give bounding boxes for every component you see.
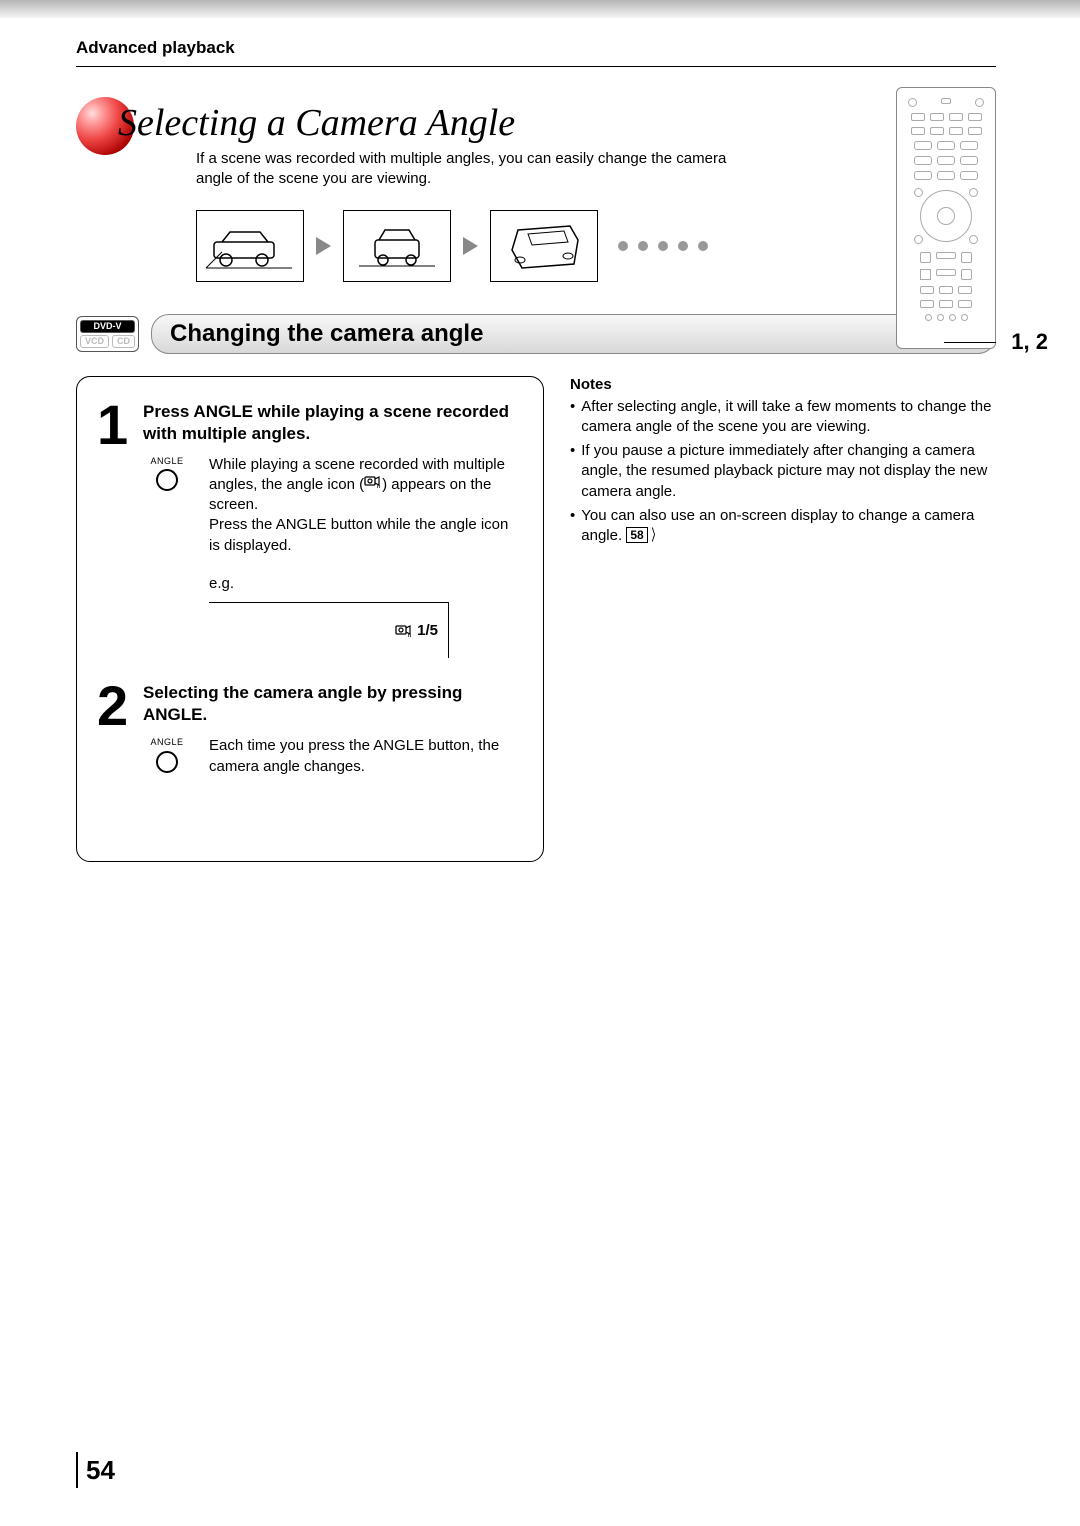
remote-callout-label: 1, 2 — [1011, 329, 1048, 355]
notes-column: Notes After selecting angle, it will tak… — [570, 376, 996, 862]
angle-osd-icon: n — [364, 475, 382, 489]
angle-osd-icon: n — [395, 624, 413, 638]
manual-page: Advanced playback Selecting a Camera Ang… — [0, 0, 1080, 1526]
car-front-icon — [351, 220, 443, 272]
page-number: 54 — [76, 1452, 115, 1488]
content-area: Selecting a Camera Angle If a scene was … — [0, 67, 1080, 862]
button-circle-icon — [156, 469, 178, 491]
note-text: If you pause a picture immediately after… — [581, 441, 996, 502]
chevron-right-icon: 〉 — [651, 526, 659, 546]
step-heading: Press ANGLE while playing a scene record… — [143, 401, 523, 445]
note-item: If you pause a picture immediately after… — [570, 441, 996, 502]
button-circle-icon — [156, 751, 178, 773]
subsection-header: DVD-V VCD CD Changing the camera angle — [76, 314, 996, 354]
top-gradient-bar — [0, 0, 1080, 18]
page-title: Selecting a Camera Angle — [118, 101, 736, 145]
angle-button-label: ANGLE — [143, 455, 191, 467]
badge-vcd: VCD — [80, 335, 109, 348]
badge-cd: CD — [112, 335, 135, 348]
step-text-part3: Press the ANGLE button while the angle i… — [209, 515, 523, 556]
dot-icon — [658, 241, 668, 251]
example-value: 1/5 — [417, 621, 438, 641]
dot-icon — [678, 241, 688, 251]
notes-heading: Notes — [570, 376, 996, 393]
svg-text:n: n — [408, 633, 411, 638]
section-label: Advanced playback — [76, 18, 996, 67]
example-osd: n 1/5 — [209, 602, 449, 658]
car-angle-2 — [343, 210, 451, 282]
remote-callout-line — [944, 342, 996, 343]
note-item: You can also use an on-screen display to… — [570, 506, 996, 547]
remote-control-icon — [896, 87, 996, 349]
subsection-title: Changing the camera angle — [151, 314, 996, 354]
dot-icon — [618, 241, 628, 251]
step-2: 2 Selecting the camera angle by pressing… — [97, 682, 523, 777]
car-angle-3 — [490, 210, 598, 282]
badge-dvdv: DVD-V — [80, 320, 135, 333]
angle-button-label: ANGLE — [143, 736, 191, 748]
arrow-icon — [463, 237, 478, 255]
instructions-columns: 1 Press ANGLE while playing a scene reco… — [76, 376, 996, 862]
step-1: 1 Press ANGLE while playing a scene reco… — [97, 401, 523, 659]
notes-list: After selecting angle, it will take a fe… — [570, 397, 996, 547]
steps-box: 1 Press ANGLE while playing a scene reco… — [76, 376, 544, 862]
angle-button-icon: ANGLE — [143, 455, 191, 659]
step-number: 1 — [97, 401, 133, 659]
car-angle-illustrations — [196, 210, 736, 282]
continuation-dots — [618, 241, 708, 251]
intro-text: If a scene was recorded with multiple an… — [196, 149, 736, 190]
note-text: After selecting angle, it will take a fe… — [581, 397, 996, 438]
angle-button-icon: ANGLE — [143, 736, 191, 777]
step-text: While playing a scene recorded with mult… — [209, 455, 523, 659]
step-heading: Selecting the camera angle by pressing A… — [143, 682, 523, 726]
title-row: Selecting a Camera Angle If a scene was … — [76, 87, 996, 282]
dot-icon — [638, 241, 648, 251]
media-type-badges: DVD-V VCD CD — [76, 316, 139, 352]
car-angle-1 — [196, 210, 304, 282]
note-item: After selecting angle, it will take a fe… — [570, 397, 996, 438]
page-reference: 58 — [626, 527, 647, 543]
arrow-icon — [316, 237, 331, 255]
dot-icon — [698, 241, 708, 251]
step-number: 2 — [97, 682, 133, 777]
step-text: Each time you press the ANGLE button, th… — [209, 736, 523, 777]
car-top-icon — [498, 220, 590, 272]
car-side-icon — [204, 220, 296, 272]
example-label: e.g. — [209, 574, 523, 594]
title-block: Selecting a Camera Angle If a scene was … — [148, 87, 736, 282]
svg-text:n: n — [377, 484, 380, 489]
